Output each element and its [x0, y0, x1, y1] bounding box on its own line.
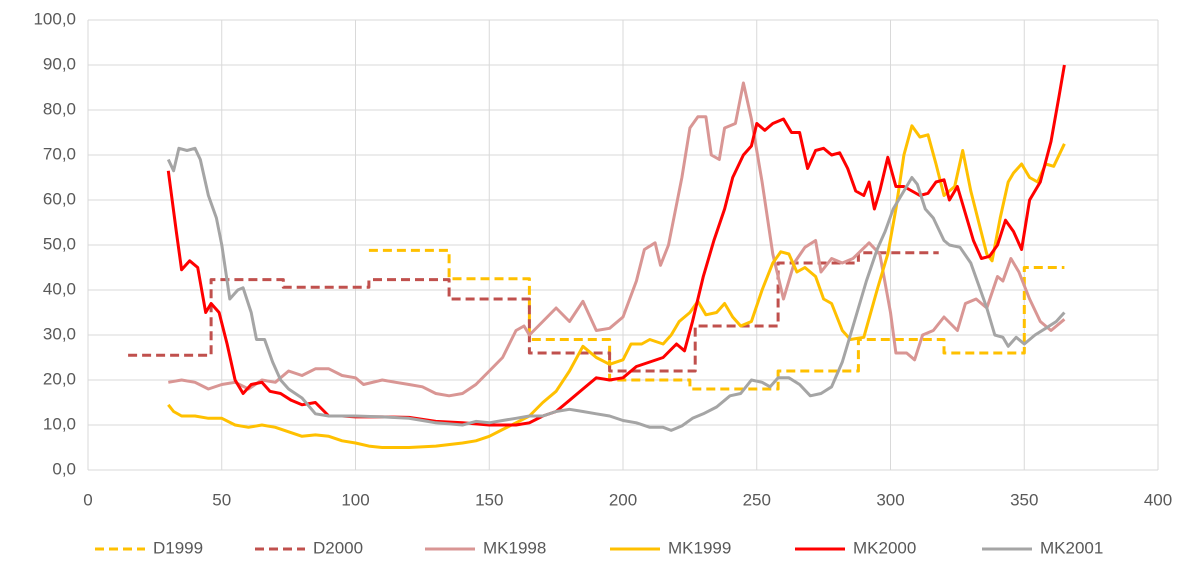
x-tick-label: 50	[212, 490, 231, 509]
legend-label: MK1998	[483, 538, 546, 557]
x-tick-label: 250	[743, 490, 771, 509]
y-tick-label: 90,0	[43, 54, 76, 73]
series-line	[167, 124, 1066, 449]
y-tick-label: 70,0	[43, 144, 76, 163]
legend-label: D1999	[153, 538, 203, 557]
y-tick-label: 100,0	[33, 9, 76, 28]
series-line	[166, 146, 1066, 432]
x-tick-label: 100	[341, 490, 369, 509]
legend-label: MK2000	[853, 538, 916, 557]
y-tick-label: 50,0	[43, 234, 76, 253]
x-tick-label: 150	[475, 490, 503, 509]
y-tick-label: 80,0	[43, 99, 76, 118]
series-line	[166, 64, 1066, 427]
legend-label: MK1999	[668, 538, 731, 557]
x-tick-label: 0	[83, 490, 92, 509]
x-tick-label: 300	[876, 490, 904, 509]
y-tick-label: 10,0	[43, 414, 76, 433]
series-line	[368, 248, 1065, 391]
x-tick-label: 200	[609, 490, 637, 509]
y-tick-label: 20,0	[43, 369, 76, 388]
series-line	[168, 81, 1066, 398]
x-tick-label: 400	[1144, 490, 1172, 509]
legend-label: MK2001	[1040, 538, 1103, 557]
y-tick-label: 60,0	[43, 189, 76, 208]
legend-label: D2000	[313, 538, 363, 557]
y-tick-label: 0,0	[52, 459, 76, 478]
y-tick-label: 30,0	[43, 324, 76, 343]
y-tick-label: 40,0	[43, 279, 76, 298]
x-tick-label: 350	[1010, 490, 1038, 509]
